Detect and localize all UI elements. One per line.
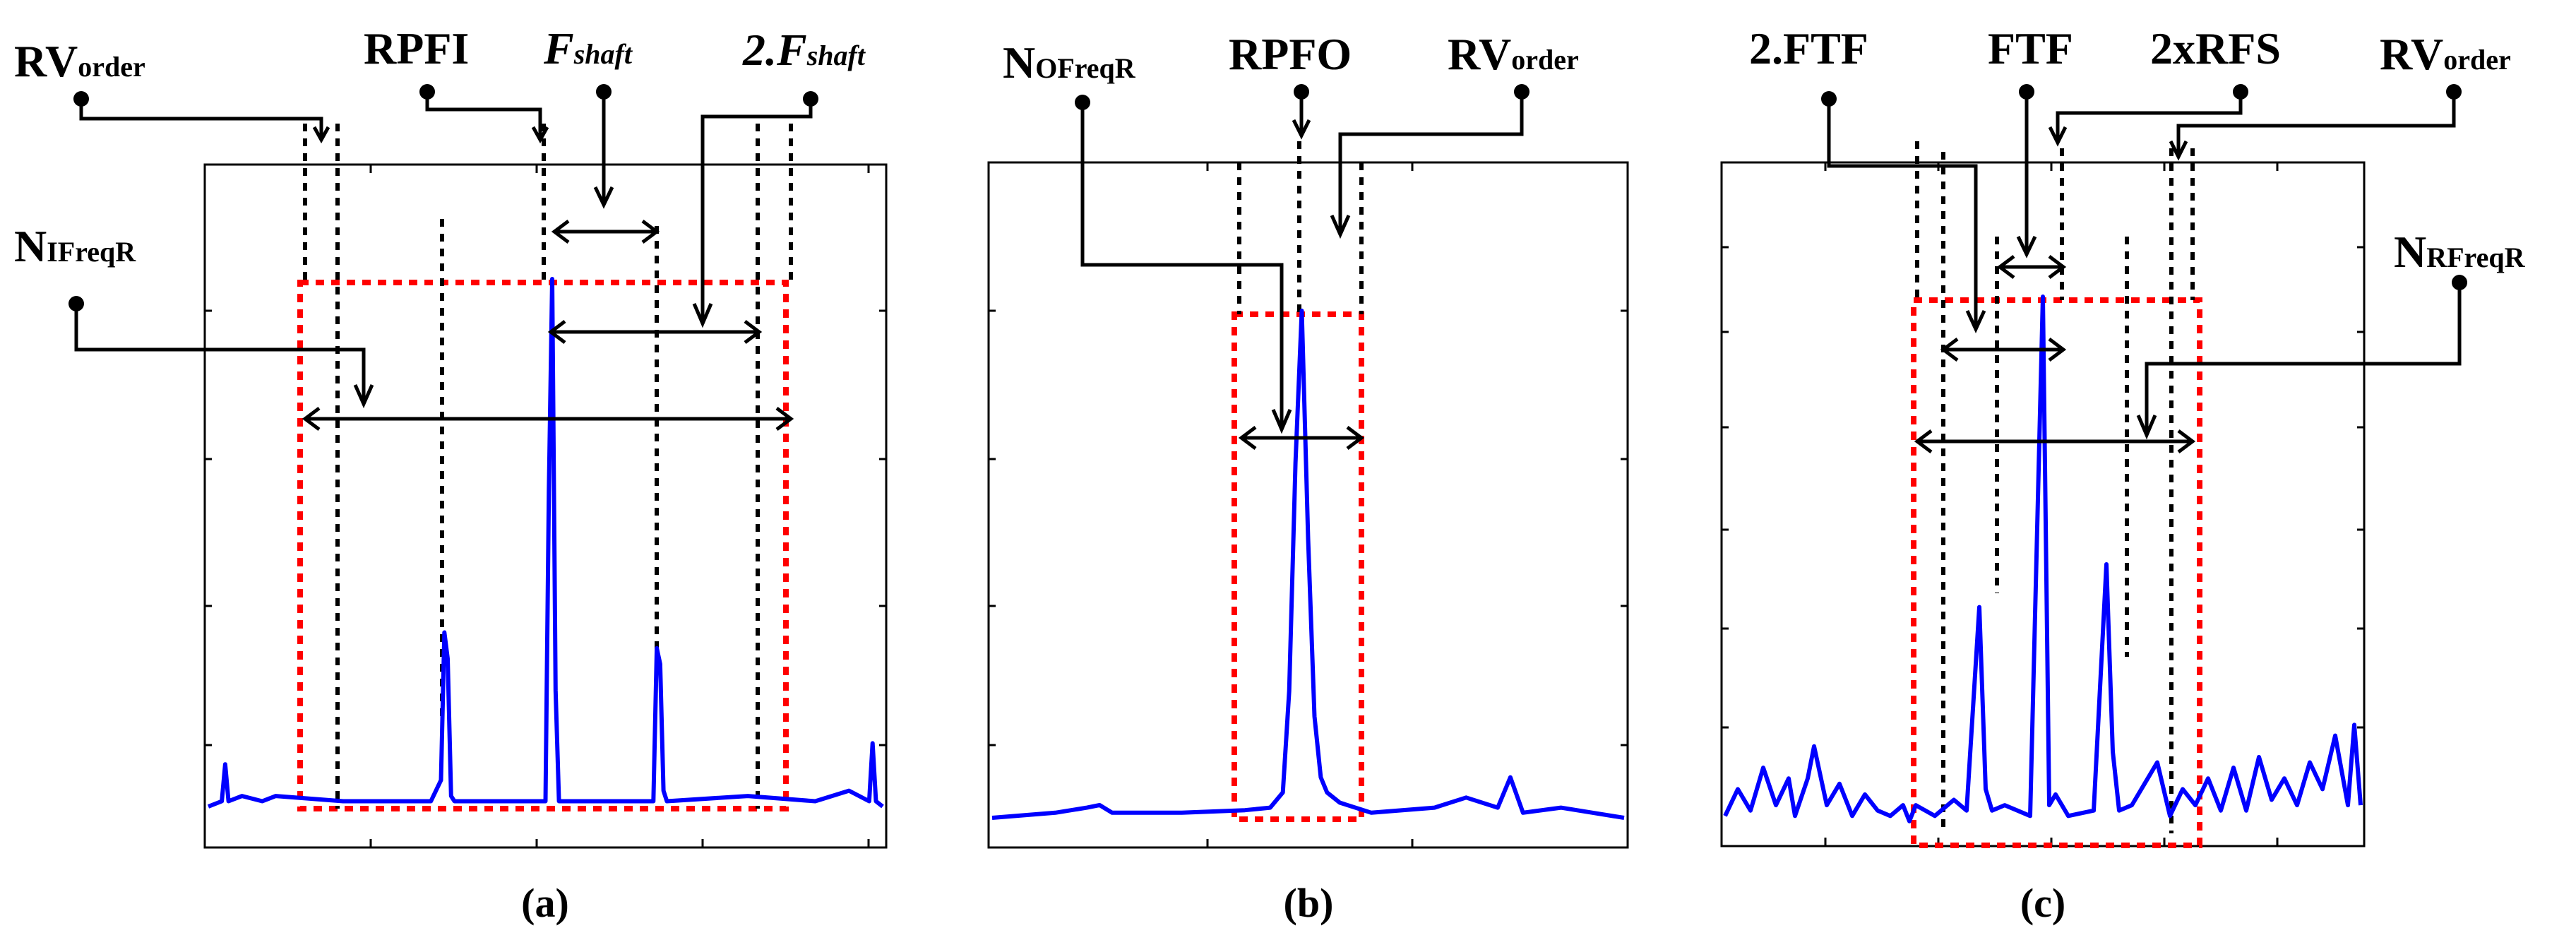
panel-a-guides — [303, 124, 793, 809]
panel-b-callouts — [1075, 84, 1530, 450]
panel-c-guides — [1915, 141, 2195, 833]
panel-a-callouts — [68, 84, 818, 431]
panel-a-spectrum — [207, 277, 884, 809]
panel-a-frequency-region — [297, 280, 789, 811]
panel-b-labels: NOFreqR RPFO RVorder — [1003, 29, 1579, 88]
panel-a-ticks — [205, 165, 886, 847]
panel-c: 2.FTF FTF 2xRFS RVorder NRFreqR (c) — [1720, 23, 2526, 926]
panel-c-callouts — [1821, 84, 2467, 453]
ftf-label: FTF — [1988, 23, 2073, 73]
panel-c-spectrum — [1723, 295, 2363, 823]
ftf-2x-label: 2.FTF — [1749, 23, 1868, 73]
n-ofreqr-label: NOFreqR — [1003, 37, 1136, 88]
rv-order-label-b: RVorder — [1448, 29, 1579, 79]
panel-a-frame — [203, 163, 888, 849]
rv-order-label-a: RVorder — [14, 36, 145, 86]
rfs-2x-label: 2xRFS — [2150, 23, 2281, 73]
panel-b-guides — [1237, 141, 1364, 314]
panel-c-labels: 2.FTF FTF 2xRFS RVorder NRFreqR — [1749, 23, 2526, 277]
panel-b-label: (b) — [1284, 880, 1334, 926]
panel-c-frame — [1720, 161, 2366, 847]
fshaft-label: Fshaft — [543, 23, 633, 73]
panel-b-spectrum — [991, 309, 1625, 820]
rpfi-label: RPFI — [364, 23, 469, 73]
panel-a-labels: RVorder RPFI Fshaft 2.Fshaft NIFreqR — [14, 23, 866, 271]
fshaft-2x-label: 2.Fshaft — [742, 25, 866, 75]
panel-c-label: (c) — [2020, 880, 2065, 926]
panel-b-frame — [987, 161, 1629, 849]
panel-b-frequency-region — [1232, 311, 1364, 822]
panel-a: RVorder RPFI Fshaft 2.Fshaft NIFreqR (a) — [14, 23, 888, 926]
panel-c-frequency-region — [1911, 297, 2202, 848]
panel-b: NOFreqR RPFO RVorder (b) — [987, 29, 1629, 926]
rpfo-label: RPFO — [1229, 29, 1352, 79]
panel-c-ticks — [1722, 162, 2364, 846]
panel-a-label: (a) — [521, 880, 569, 926]
panel-b-ticks — [989, 162, 1628, 847]
n-rfreqr-label: NRFreqR — [2394, 227, 2526, 277]
n-ifreqr-label: NIFreqR — [14, 221, 136, 271]
rv-order-label-c: RVorder — [2380, 29, 2511, 79]
